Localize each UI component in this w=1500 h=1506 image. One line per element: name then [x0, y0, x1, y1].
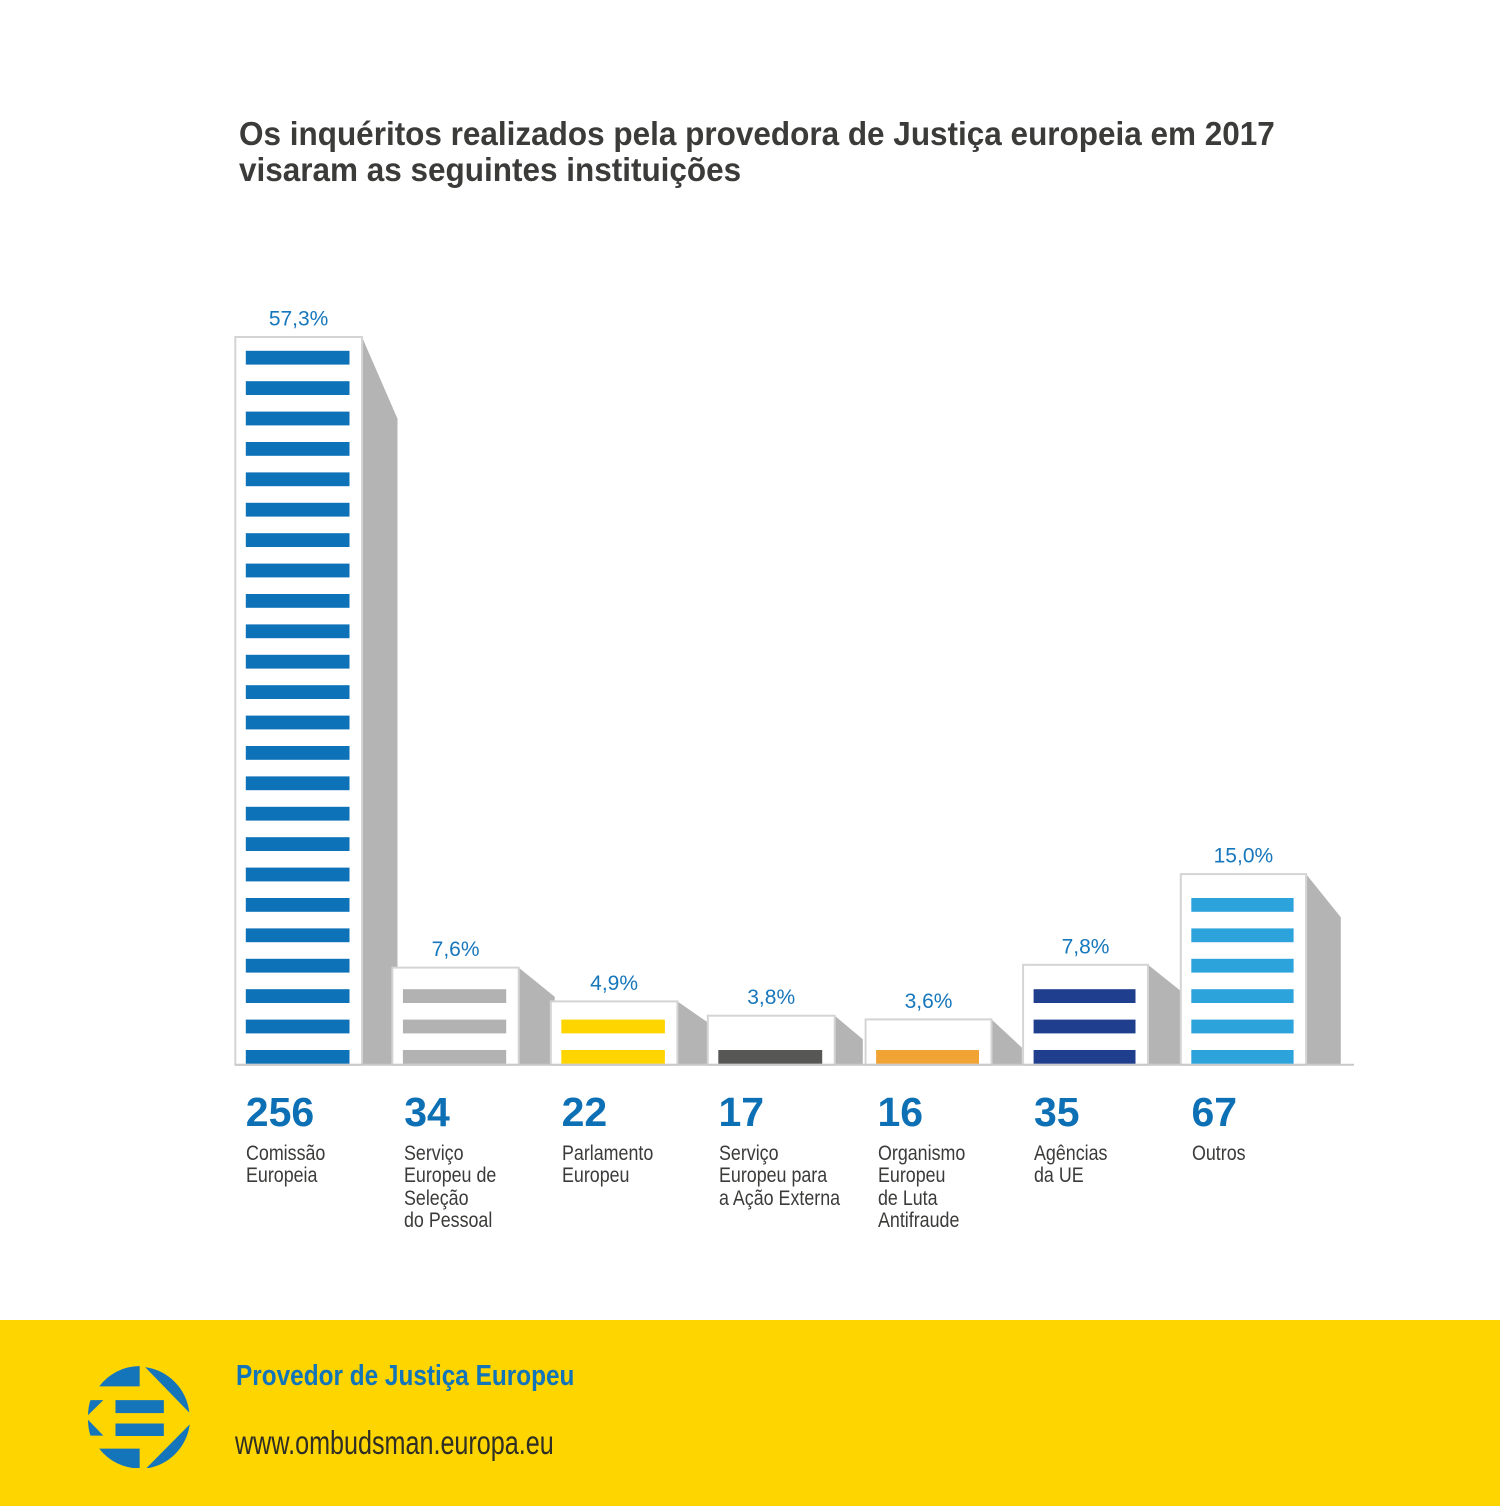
svg-text:4,9%: 4,9% [590, 972, 638, 995]
svg-text:7,6%: 7,6% [432, 938, 480, 961]
svg-text:15,0%: 15,0% [1214, 845, 1274, 868]
svg-text:3,6%: 3,6% [905, 990, 953, 1013]
svg-text:3,8%: 3,8% [747, 986, 795, 1009]
svg-text:7,8%: 7,8% [1062, 935, 1110, 958]
svg-text:57,3%: 57,3% [269, 308, 329, 331]
